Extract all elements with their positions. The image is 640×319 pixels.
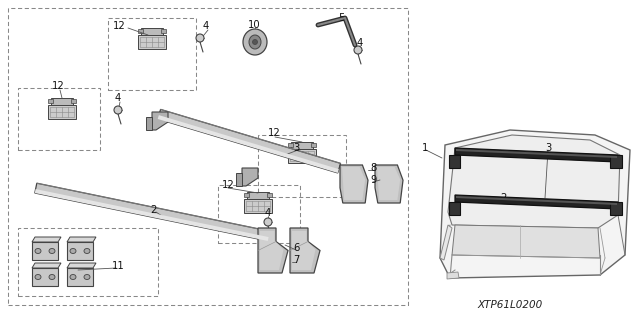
Polygon shape <box>71 99 76 103</box>
Polygon shape <box>292 231 316 270</box>
Polygon shape <box>455 148 618 162</box>
Bar <box>18 88 100 150</box>
Polygon shape <box>32 263 61 268</box>
Polygon shape <box>32 242 58 260</box>
Bar <box>8 8 408 305</box>
Text: 3: 3 <box>545 143 551 153</box>
Text: 5: 5 <box>338 13 344 23</box>
Text: 6: 6 <box>293 243 300 253</box>
Polygon shape <box>51 98 73 105</box>
Text: 1: 1 <box>422 143 428 153</box>
Text: 4: 4 <box>357 38 364 48</box>
Polygon shape <box>440 130 630 278</box>
Polygon shape <box>288 149 316 163</box>
Polygon shape <box>449 155 460 168</box>
Polygon shape <box>258 228 288 273</box>
Polygon shape <box>449 202 460 215</box>
Text: 7: 7 <box>293 255 300 265</box>
Polygon shape <box>456 196 617 205</box>
Polygon shape <box>32 268 58 286</box>
Polygon shape <box>67 237 96 242</box>
Polygon shape <box>267 193 272 197</box>
Ellipse shape <box>253 40 257 44</box>
Ellipse shape <box>114 106 122 114</box>
Ellipse shape <box>264 218 272 226</box>
Ellipse shape <box>196 34 204 42</box>
Polygon shape <box>67 268 93 286</box>
Polygon shape <box>152 112 168 130</box>
Polygon shape <box>236 173 242 186</box>
Text: XTP61L0200: XTP61L0200 <box>477 300 543 310</box>
Polygon shape <box>48 99 53 103</box>
Text: 12: 12 <box>113 21 125 31</box>
Polygon shape <box>377 167 400 200</box>
Bar <box>108 18 196 90</box>
Text: 10: 10 <box>248 20 260 30</box>
Text: 3: 3 <box>293 143 300 153</box>
Polygon shape <box>311 143 316 147</box>
Ellipse shape <box>84 249 90 254</box>
Polygon shape <box>161 29 166 33</box>
Ellipse shape <box>354 46 362 54</box>
Polygon shape <box>35 183 270 241</box>
Polygon shape <box>375 165 403 203</box>
Polygon shape <box>610 155 622 168</box>
Text: 8: 8 <box>370 163 376 173</box>
Ellipse shape <box>70 249 76 254</box>
Text: 4: 4 <box>203 21 209 31</box>
Polygon shape <box>456 149 617 158</box>
Polygon shape <box>340 165 368 203</box>
Polygon shape <box>291 142 313 149</box>
Polygon shape <box>247 192 269 199</box>
Polygon shape <box>146 117 152 130</box>
Ellipse shape <box>249 35 261 49</box>
Text: 12: 12 <box>222 180 235 190</box>
Bar <box>218 185 300 243</box>
Polygon shape <box>138 29 143 33</box>
Ellipse shape <box>49 249 55 254</box>
Text: 4: 4 <box>115 93 121 103</box>
Polygon shape <box>48 105 76 119</box>
Bar <box>258 135 346 197</box>
Polygon shape <box>260 231 284 270</box>
Polygon shape <box>157 115 339 173</box>
Polygon shape <box>138 35 166 49</box>
Ellipse shape <box>84 275 90 279</box>
Polygon shape <box>141 28 163 35</box>
Text: 9: 9 <box>370 175 376 185</box>
Text: 2: 2 <box>150 205 156 215</box>
Polygon shape <box>242 168 258 186</box>
Polygon shape <box>452 225 600 258</box>
Polygon shape <box>290 228 320 273</box>
Ellipse shape <box>243 29 267 55</box>
Polygon shape <box>342 167 365 200</box>
Polygon shape <box>244 193 249 197</box>
Polygon shape <box>288 143 293 147</box>
Ellipse shape <box>35 275 41 279</box>
Text: 11: 11 <box>112 261 125 271</box>
Text: 12: 12 <box>268 128 281 138</box>
Text: 4: 4 <box>265 208 271 218</box>
Bar <box>18 228 158 296</box>
Polygon shape <box>440 225 452 260</box>
Ellipse shape <box>35 249 41 254</box>
Polygon shape <box>35 189 269 241</box>
Ellipse shape <box>49 275 55 279</box>
Polygon shape <box>244 199 272 213</box>
Polygon shape <box>67 242 93 260</box>
Polygon shape <box>447 272 459 279</box>
Polygon shape <box>32 237 61 242</box>
Polygon shape <box>67 263 96 268</box>
Polygon shape <box>455 195 618 209</box>
Polygon shape <box>448 135 620 228</box>
Text: 2: 2 <box>500 193 506 203</box>
Polygon shape <box>157 109 340 173</box>
Text: 12: 12 <box>52 81 65 91</box>
Polygon shape <box>610 202 622 215</box>
Ellipse shape <box>70 275 76 279</box>
